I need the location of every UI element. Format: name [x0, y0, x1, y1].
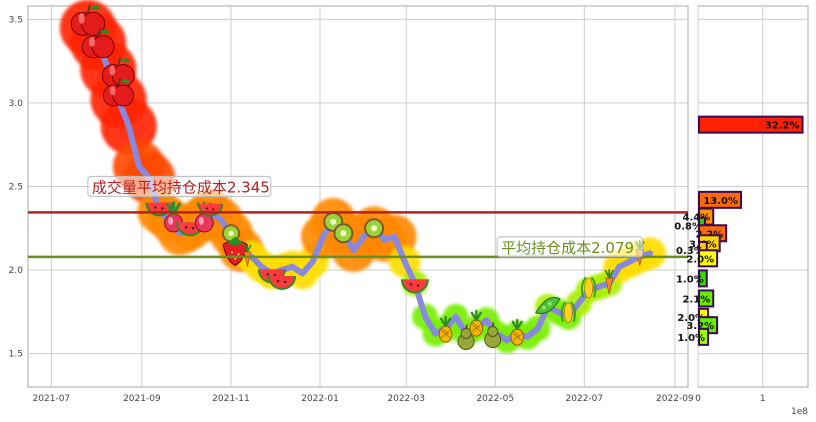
watermelon-icon	[268, 276, 297, 290]
pea-pod-icon	[535, 296, 561, 314]
volume-bar	[698, 289, 715, 308]
corn-icon	[560, 301, 576, 324]
x-tick-label: 2022-07	[566, 394, 604, 404]
volume-bar-label: 32.2%	[765, 121, 800, 132]
volume-bar	[698, 269, 708, 288]
fruit-icons	[70, 4, 645, 350]
side-grid	[697, 6, 808, 387]
x-tick-label: 2021-09	[123, 394, 161, 404]
volume-bar-label: 1.0%	[676, 274, 704, 285]
volume-bars: 32.2%13.0%4.4%0.8%2.2%3.6%0.3%2.0%1.0%2.…	[674, 115, 804, 346]
y-tick-label: 2.5	[9, 182, 23, 192]
reference-lines: 成交量平均持仓成本2.345 平均持仓成本2.079	[28, 175, 688, 259]
reference-label-box	[496, 236, 644, 258]
volume-bar-label: 3.2%	[686, 321, 714, 332]
x-tick-label: 2022-09	[656, 394, 694, 404]
pear-icon	[484, 322, 502, 348]
side-x-tick-label: 1	[760, 394, 766, 404]
x-tick-label: 2022-01	[301, 394, 339, 404]
kiwi-icon	[364, 218, 385, 239]
volume-bar-label: 2.0%	[686, 254, 714, 265]
carrot-icon	[604, 268, 614, 295]
reference-label-box	[87, 175, 272, 197]
volume-bar-label: 0.3%	[676, 246, 704, 257]
x-tick-label: 2022-05	[476, 394, 514, 404]
volume-bar-label: 2.0%	[677, 313, 705, 324]
apple-icon	[81, 28, 115, 59]
volume-bar	[698, 327, 710, 346]
kiwi-icon	[333, 223, 354, 244]
volume-bar-label: 0.8%	[674, 222, 702, 233]
side-scale-label: 1e8	[791, 407, 808, 417]
y-tick-label: 3.5	[9, 15, 23, 25]
x-tick-label: 2021-07	[33, 394, 71, 404]
pineapple-icon	[469, 309, 484, 337]
pineapple-icon	[438, 315, 453, 343]
volume-bar-label: 2.1%	[683, 294, 711, 305]
volume-bar	[698, 249, 719, 268]
y-tick-label: 2.0	[9, 266, 24, 276]
y-tick-label: 1.5	[9, 350, 23, 360]
volume-bar-label: 1.0%	[677, 333, 705, 344]
volume-bar	[698, 190, 743, 209]
reference-label: 平均持仓成本2.079	[501, 239, 634, 257]
corn-icon	[581, 276, 597, 299]
side-x-tick-label: 0	[695, 394, 701, 404]
pineapple-icon	[510, 318, 524, 346]
volume-bar-label: 13.0%	[703, 196, 738, 207]
volume-bar-label: 4.4%	[683, 213, 711, 224]
apple-icon	[102, 78, 135, 107]
y-tick-label: 3.0	[9, 99, 24, 109]
reference-label: 成交量平均持仓成本2.345	[92, 178, 270, 196]
main-grid	[28, 6, 688, 387]
x-axis-ticks: 2021-07 2021-09 2021-11 2022-01 2022-03 2022-…	[33, 394, 694, 404]
watermelon-icon	[400, 279, 429, 294]
carrot-icon	[243, 243, 252, 267]
y-axis-ticks: 1.5 2.0 2.5 3.0 3.5	[9, 15, 24, 359]
volume-bar	[698, 115, 804, 134]
x-tick-label: 2022-03	[387, 394, 425, 404]
x-tick-label: 2021-11	[212, 394, 250, 404]
